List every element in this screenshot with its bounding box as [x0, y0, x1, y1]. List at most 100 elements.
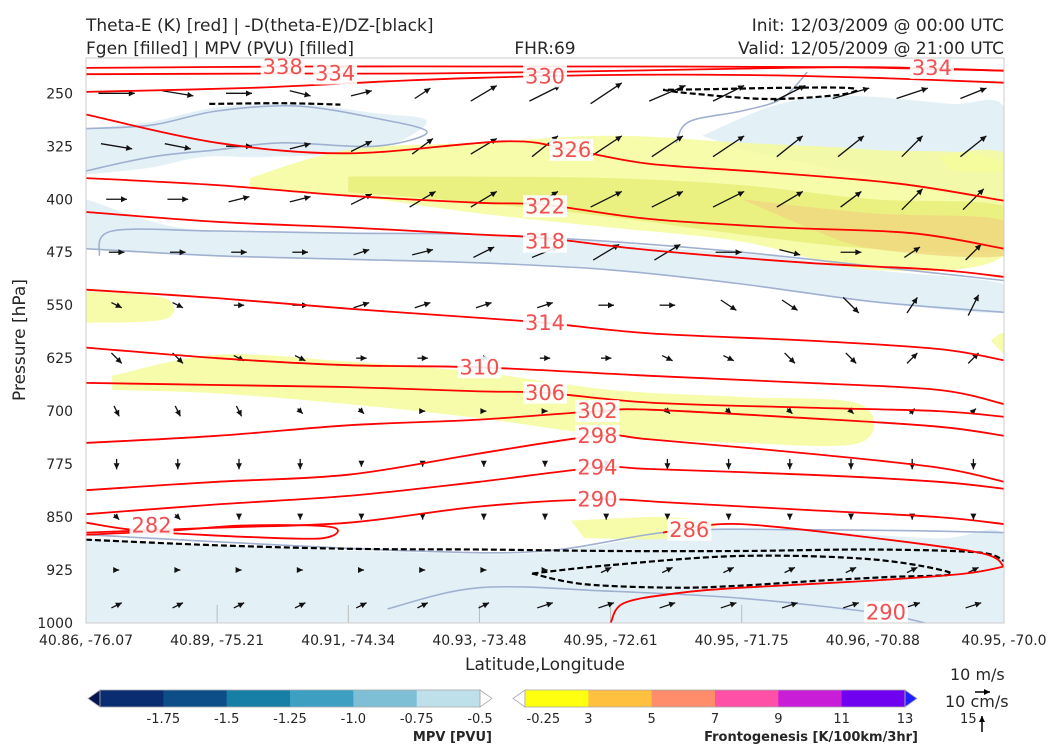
wind-vector-head — [737, 135, 745, 142]
wind-vector-head — [796, 135, 803, 142]
wind-vector-head — [608, 302, 614, 309]
wind-vector-head — [665, 355, 673, 361]
wind-vector-head — [298, 602, 306, 609]
fgen-fill-7 — [990, 332, 1004, 355]
wind-vector-head — [179, 249, 186, 256]
wind-vector-head — [237, 602, 245, 609]
wind-vector-head — [786, 463, 793, 470]
wind-vector-head — [174, 567, 181, 574]
contour-label-bg — [863, 601, 908, 623]
wind-vector-head — [362, 301, 370, 308]
contour-label-bg — [667, 518, 712, 541]
contour-label-bg — [909, 58, 954, 79]
wind-vector-head — [359, 602, 367, 609]
wind-vector-head — [796, 191, 803, 198]
wind-vector-head — [668, 601, 676, 608]
wind-vector-head — [176, 302, 183, 308]
wind-vector-head — [790, 601, 798, 608]
wind-vector-head — [304, 91, 311, 98]
wind-vector-head — [236, 409, 242, 417]
colorbar-tick-label: -1.25 — [273, 712, 307, 727]
contour-label: 290 — [866, 600, 906, 624]
wind-vector-head — [240, 249, 247, 256]
x-tick-label: 40.95, -71.75 — [695, 633, 789, 649]
wind-vector-head — [971, 567, 979, 573]
contour-label: 282 — [132, 514, 172, 538]
wind-vector-head — [911, 352, 918, 360]
wind-vector-head — [546, 601, 553, 608]
dthetae-contour-1 — [662, 86, 858, 101]
wind-vector-head — [423, 88, 431, 94]
vector-key-horizontal-arrowhead — [984, 689, 990, 695]
wind-vector-head — [296, 567, 303, 574]
wind-vector-head — [112, 513, 120, 520]
colorbar-tick-label: -1.0 — [341, 712, 366, 727]
wind-vector-head — [727, 355, 734, 361]
wind-vector-head — [490, 85, 497, 92]
y-axis: 250 325 400 475 550 625 700 775 850 925 1000 — [37, 86, 73, 632]
wind-vector-head — [426, 248, 433, 254]
colorbar-swatch — [100, 690, 164, 707]
vector-key-vertical: 10 cm/s — [945, 692, 1009, 711]
wind-vector-head — [848, 463, 854, 470]
wind-vector-head — [358, 513, 365, 520]
wind-vector-head — [665, 567, 673, 573]
mpv-outline-0 — [86, 104, 428, 172]
colorbar-swatch — [778, 690, 843, 707]
wind-vector-head — [910, 567, 918, 573]
colorbar-extend-low — [512, 689, 526, 708]
wind-vector-head — [854, 191, 862, 198]
contour-label-bg — [575, 456, 620, 479]
fgen-fill-6 — [938, 149, 1004, 173]
wind-vector-head — [852, 306, 859, 313]
wind-vector-head — [911, 297, 918, 305]
contour-label-bg — [523, 195, 567, 218]
wind-vector-head — [793, 250, 801, 257]
dthetae-contour-3 — [531, 554, 953, 589]
wind-vector-head — [419, 513, 426, 520]
wind-vector-head — [664, 463, 671, 470]
wind-vector-head — [242, 195, 250, 202]
y-tick-label: 250 — [46, 86, 73, 102]
wind-vector-head — [186, 91, 194, 98]
wind-vector-head — [125, 144, 133, 151]
y-tick-label: 775 — [46, 457, 73, 473]
wind-vector-head — [724, 407, 732, 414]
contour-label-bg — [575, 424, 620, 447]
mpv-colorbar: -1.75 -1.5 -1.25 -1.0 -0.75 -0.5 -0.25 — [87, 689, 561, 727]
wind-vector-head — [737, 191, 745, 197]
wind-vector-head — [175, 409, 181, 417]
wind-vector-head — [113, 409, 120, 417]
wind-vector-head — [176, 356, 183, 364]
mpv-outline-3 — [675, 71, 808, 144]
wind-vector-head — [849, 567, 857, 573]
wind-vector-head — [916, 188, 923, 196]
wind-vector-head — [480, 460, 487, 467]
wind-vector-head — [969, 408, 976, 415]
contour-label-bg — [523, 230, 567, 253]
wind-vector-head — [604, 567, 612, 573]
wind-vector-head — [304, 142, 311, 149]
wind-vector-head — [358, 460, 365, 467]
contour-label-bg — [523, 65, 567, 88]
wind-vector-head — [977, 188, 984, 196]
init-time: Init: 12/03/2009 @ 00:00 UTC — [752, 16, 1004, 36]
wind-vector-head — [542, 513, 548, 520]
colorbar-tick-label: -0.25 — [527, 712, 561, 727]
colorbar-tick-label: -0.5 — [467, 712, 492, 727]
wind-vector-head — [423, 301, 431, 308]
wind-vector-head — [973, 294, 979, 302]
contour-label: 318 — [525, 230, 565, 254]
x-tick-label: 40.95, -72.61 — [564, 633, 658, 649]
wind-vector — [648, 84, 686, 102]
colorbar-extend-high — [479, 689, 493, 708]
wind-vector-head — [480, 513, 487, 520]
wind-vector-head — [913, 601, 920, 608]
x-axis-label: Latitude,Longitude — [465, 655, 625, 675]
wind-vector-head — [729, 304, 737, 311]
mpv-outline-4 — [86, 528, 1004, 554]
wind-vector-head — [603, 513, 610, 520]
wind-vector-head — [735, 249, 742, 256]
